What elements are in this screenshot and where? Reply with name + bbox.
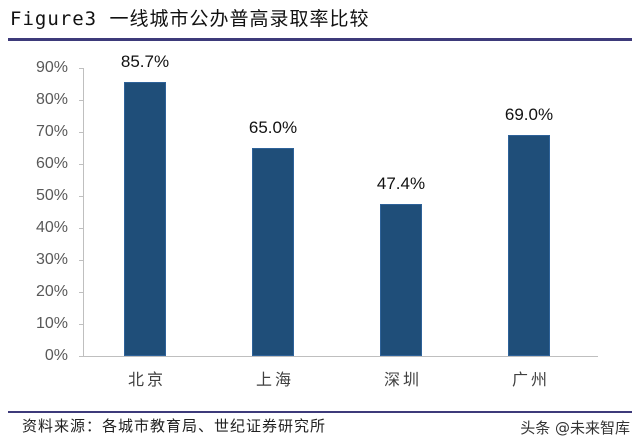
y-tick — [79, 356, 83, 357]
x-category-label: 北京 — [127, 370, 166, 389]
y-tick — [79, 260, 83, 261]
y-tick-label: 40% — [35, 219, 68, 236]
y-tick — [79, 324, 83, 325]
x-category-label: 深圳 — [383, 370, 422, 389]
bar-value-label: 47.4% — [376, 174, 426, 193]
y-tick — [79, 196, 83, 197]
y-tick-label: 70% — [35, 123, 68, 140]
y-axis — [83, 68, 84, 357]
bar-1 — [252, 148, 294, 356]
bar-2 — [380, 204, 422, 356]
y-tick-label: 30% — [35, 251, 68, 268]
bar-0 — [124, 82, 166, 356]
y-tick-label: 20% — [35, 283, 68, 300]
y-tick-label: 80% — [35, 91, 68, 108]
title-divider — [8, 38, 632, 41]
footer-divider — [8, 411, 632, 413]
y-tick — [79, 164, 83, 165]
bar-value-label: 69.0% — [504, 105, 554, 124]
x-category-label: 上海 — [255, 370, 294, 389]
x-axis — [83, 356, 598, 357]
bar-3 — [508, 135, 550, 356]
y-tick-label: 50% — [35, 187, 68, 204]
y-tick — [79, 68, 83, 69]
figure-title: Figure3 一线城市公办普高录取率比较 — [10, 8, 370, 30]
y-tick — [79, 228, 83, 229]
y-tick-label: 0% — [44, 347, 68, 364]
y-tick-label: 60% — [35, 155, 68, 172]
y-tick — [79, 100, 83, 101]
y-tick-label: 10% — [35, 315, 68, 332]
bar-chart: 0% 10% 20% 30% 40% 50% 60% 70% 80% 90% 85.7% 北京 65.… — [35, 52, 598, 389]
source-note: 资料来源：各城市教育局、世纪证券研究所 — [22, 417, 327, 435]
bar-value-label: 85.7% — [120, 52, 170, 71]
watermark: 头条 @未来智库 — [520, 419, 630, 437]
y-tick-label: 90% — [35, 59, 68, 76]
x-category-label: 广州 — [511, 370, 550, 389]
y-tick — [79, 292, 83, 293]
y-tick — [79, 132, 83, 133]
bar-value-label: 65.0% — [248, 118, 298, 137]
